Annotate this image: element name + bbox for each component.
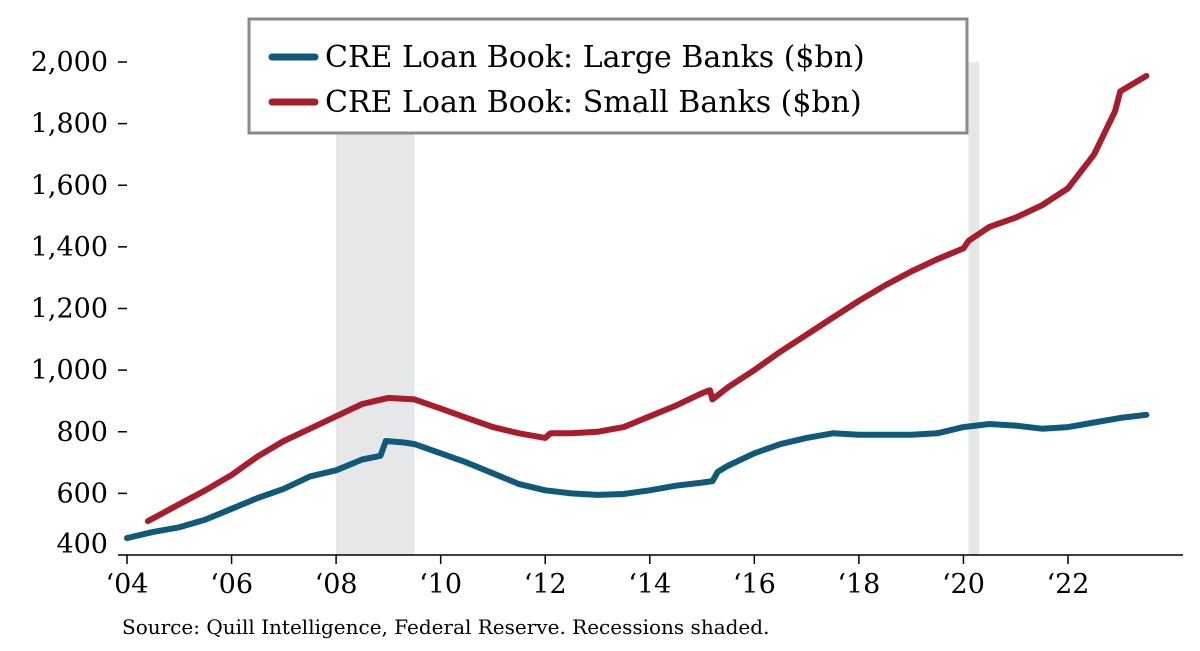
y-tick-label: 1,600 [31,170,108,201]
series-line-large-banks [124,411,1150,542]
y-axis-ticks: 400 600 800 1,000 1,200 1,400 1,600 1,800 2,000 [31,47,127,560]
y-tick-label: 1,000 [31,355,108,386]
source-note: Source: Quill Intelligence, Federal Rese… [122,615,770,639]
x-tick-label: ‘16 [733,569,776,600]
y-tick-label: 800 [56,417,108,448]
series-line-small-banks [144,72,1150,525]
legend: CRE Loan Book: Large Banks ($bn) CRE Loa… [247,17,969,135]
x-tick-label: ‘18 [837,569,880,600]
x-tick-label: ‘14 [628,569,671,600]
x-tick-label: ‘20 [942,569,985,600]
series-lines [124,72,1150,542]
legend-label-large-banks: CRE Loan Book: Large Banks ($bn) [325,40,865,75]
x-axis-ticks: ‘04 ‘06 ‘08 ‘10 ‘12 ‘14 ‘16 ‘18 ‘20 ‘22 [106,555,1090,600]
x-tick-label: ‘12 [524,569,567,600]
x-tick-label: ‘04 [106,569,149,600]
recession-shading [336,62,980,555]
y-tick-label: 2,000 [31,47,108,78]
y-tick-label: 600 [56,478,108,509]
x-tick-label: ‘08 [315,569,358,600]
legend-box [247,17,969,135]
y-tick-label: 400 [56,529,108,560]
legend-label-small-banks: CRE Loan Book: Small Banks ($bn) [325,85,862,120]
x-tick-label: ‘06 [210,569,253,600]
y-tick-label: 1,800 [31,109,108,140]
x-tick-label: ‘10 [419,569,462,600]
recession-band-1 [968,62,980,555]
y-tick-label: 1,200 [31,294,108,325]
x-tick-label: ‘22 [1047,569,1090,600]
y-tick-label: 1,400 [31,232,108,263]
recession-band-0 [336,62,415,555]
